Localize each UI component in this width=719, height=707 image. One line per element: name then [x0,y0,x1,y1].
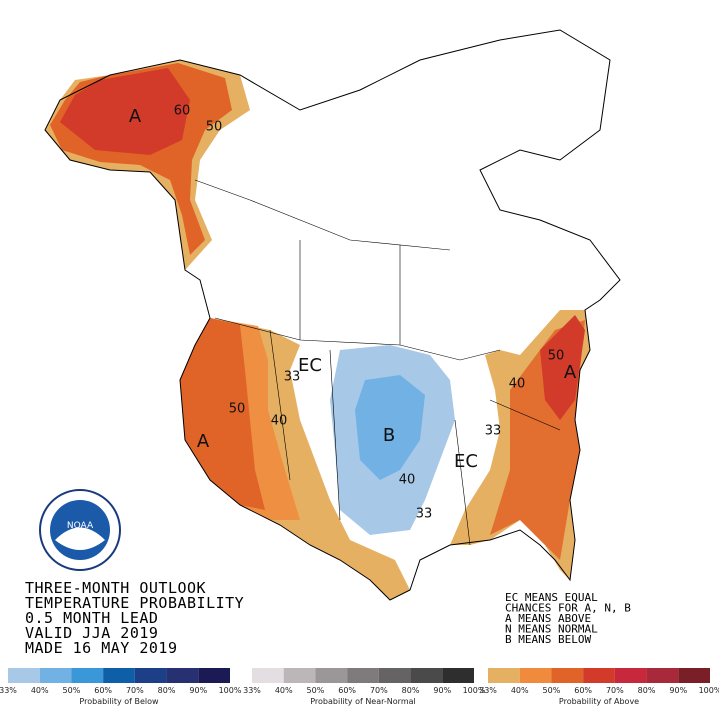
noaa-logo: NOAA [39,489,121,571]
map: NOAA [39,29,621,601]
map-label: A [564,362,577,383]
legend-tick: 100% [219,686,242,695]
map-label: 50 [548,349,565,364]
map-label: B [383,425,395,446]
legend-swatch [678,668,710,683]
legend-tick: 40% [511,686,529,695]
legend-swatch [488,668,520,683]
legend-tick: 80% [158,686,176,695]
title-line: TEMPERATURE PROBABILITY [25,594,244,612]
legend-swatch [134,668,167,683]
legend-swatch [166,668,199,683]
legend-tick: 90% [433,686,451,695]
legend-swatch [347,668,379,683]
map-label: 40 [509,377,526,392]
key-line: N MEANS NORMAL [505,623,598,636]
legend-swatch [378,668,411,683]
coastline [44,29,621,601]
legend-tick: 50% [307,686,325,695]
west-above-60 [180,318,265,510]
map-label: EC [298,355,322,376]
legend-swatch [103,668,135,683]
legend-tick: 80% [638,686,656,695]
legend-tick: 40% [31,686,49,695]
map-label: A [197,431,210,452]
legend-tick: 70% [126,686,144,695]
title-line: MADE 16 MAY 2019 [25,639,178,657]
legend-tick: 80% [402,686,420,695]
central-below-40 [355,375,425,480]
map-label: 40 [399,473,416,488]
map-label: 33 [485,424,502,439]
legend-swatch [583,668,615,683]
map-label: 60 [174,104,191,119]
title-line: 0.5 MONTH LEAD [25,609,158,627]
legend-tick: 33% [0,686,17,695]
legend-tick: 50% [63,686,81,695]
legend-swatch [8,668,40,683]
key-line: B MEANS BELOW [505,633,591,646]
legends: 33% 40% 50% 60% 70% 80% 90% 100% Probability of … [0,668,719,706]
legend-swatch [283,668,316,683]
legend-tick: 33% [479,686,497,695]
map-label: EC [454,451,478,472]
legend-tick: 60% [94,686,112,695]
legend-tick: 60% [338,686,356,695]
legend-swatch [198,668,230,683]
map-label: 50 [206,120,223,135]
legend-swatch [252,668,284,683]
legend-title: Probability of Above [559,697,639,706]
legend-swatch [410,668,443,683]
legend-tick: 100% [699,686,719,695]
border [194,179,561,546]
legend-tick: 90% [669,686,687,695]
legend-tick: 70% [606,686,624,695]
map-label: 33 [284,370,301,385]
legend-swatch [442,668,474,683]
map-label: 40 [271,414,288,429]
legend-swatch [519,668,552,683]
map-label: 50 [229,402,246,417]
legend-swatch [646,668,679,683]
legend-swatch [315,668,348,683]
legend-swatch [39,668,72,683]
legend-tick: 40% [275,686,293,695]
key-line: A MEANS ABOVE [505,612,591,625]
map-label: A [129,106,142,127]
map-label: 33 [416,507,433,522]
legend-tick: 100% [463,686,486,695]
key-line: EC MEANS EQUAL [505,591,598,604]
title-line: THREE-MONTH OUTLOOK [25,579,206,597]
alaska-above-60 [60,68,190,155]
east-above-50 [540,315,585,420]
legend-tick: 50% [543,686,561,695]
legend-tick: 60% [574,686,592,695]
legend-tick: 33% [243,686,261,695]
title-line: VALID JJA 2019 [25,624,158,642]
legend-swatch [71,668,104,683]
legend-tick: 90% [189,686,207,695]
legend-swatch [614,668,647,683]
legend-title: Probability of Below [79,697,159,706]
key-line: CHANCES FOR A, N, B [505,602,631,615]
legend-swatch [551,668,584,683]
svg-text:NOAA: NOAA [67,521,94,531]
legend-title: Probability of Near-Normal [310,697,416,706]
legend-tick: 70% [370,686,388,695]
